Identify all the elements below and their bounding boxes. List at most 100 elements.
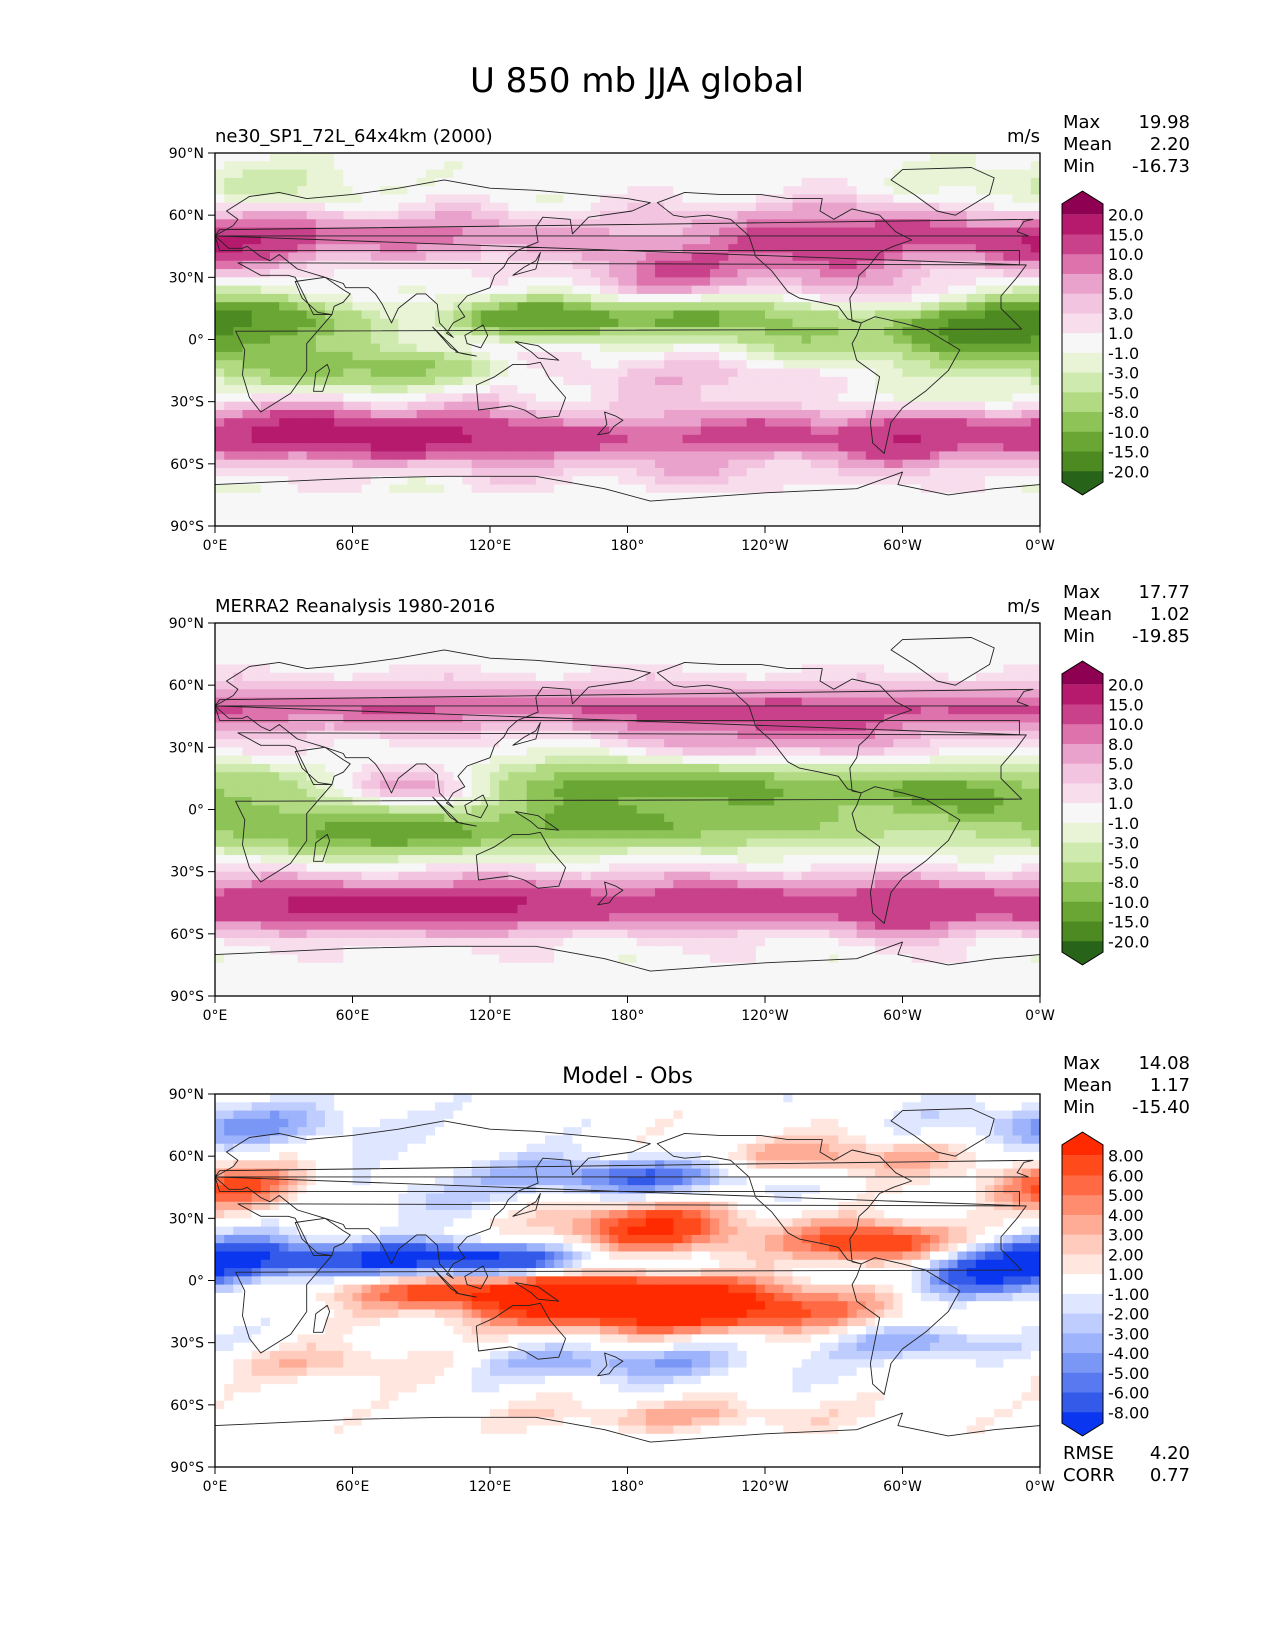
field-cell: [270, 269, 280, 278]
field-cell: [1021, 509, 1032, 519]
field-cell: [398, 368, 409, 378]
field-cell: [215, 318, 225, 328]
field-cell: [600, 360, 610, 370]
field-cell: [710, 360, 720, 370]
field-cell: [251, 426, 262, 436]
field-cell: [416, 194, 427, 204]
field-cell: [600, 451, 610, 461]
field-cell: [645, 194, 656, 204]
field-cell: [884, 368, 894, 378]
field-cell: [1030, 177, 1040, 187]
field-cell: [563, 409, 574, 419]
field-cell: [801, 484, 812, 494]
field-cell: [719, 517, 729, 526]
field-cell: [444, 467, 454, 477]
field-cell: [783, 252, 794, 262]
field-cell: [810, 656, 821, 666]
field-cell: [865, 368, 876, 378]
field-cell: [957, 335, 968, 345]
field-cell: [508, 426, 519, 436]
field-cell: [801, 360, 812, 370]
field-cell: [847, 656, 858, 666]
field-cell: [948, 443, 959, 452]
field-cell: [765, 623, 775, 632]
field-cell: [930, 285, 940, 295]
field-cell: [939, 310, 949, 320]
field-cell: [682, 244, 693, 254]
field-cell: [765, 697, 775, 707]
field-cell: [1003, 656, 1014, 666]
field-cell: [572, 664, 583, 674]
field-cell: [462, 672, 473, 682]
field-cell: [783, 310, 794, 320]
field-cell: [590, 202, 601, 212]
field-cell: [224, 277, 234, 287]
field-cell: [343, 501, 354, 511]
field-cell: [370, 418, 381, 428]
field-cell: [755, 509, 766, 519]
field-cell: [343, 689, 354, 699]
field-cell: [627, 219, 638, 229]
field-cell: [270, 153, 280, 162]
field-cell: [462, 360, 473, 370]
field-cell: [325, 360, 335, 370]
field-cell: [343, 293, 354, 303]
field-cell: [884, 219, 894, 229]
field-cell: [380, 517, 390, 526]
field-cell: [609, 318, 619, 328]
field-cell: [242, 501, 253, 511]
field-cell: [865, 343, 876, 353]
field-cell: [746, 285, 757, 295]
field-cell: [957, 451, 968, 461]
field-cell: [939, 302, 949, 312]
field-cell: [279, 302, 289, 312]
field-cell: [801, 409, 812, 419]
field-cell: [499, 194, 509, 204]
field-cell: [306, 343, 317, 353]
field-cell: [526, 277, 537, 287]
field-cell: [820, 169, 830, 179]
field-cell: [774, 293, 784, 303]
field-cell: [939, 672, 949, 682]
field-cell: [975, 443, 986, 452]
field-cell: [480, 194, 491, 204]
field-cell: [801, 343, 812, 353]
field-cell: [664, 194, 674, 204]
field-cell: [957, 385, 968, 394]
field-cell: [297, 202, 308, 212]
field-cell: [545, 623, 555, 632]
field-cell: [572, 451, 583, 461]
field-cell: [875, 409, 885, 419]
field-cell: [315, 285, 326, 295]
field-cell: [480, 351, 491, 361]
field-cell: [279, 418, 289, 428]
field-cell: [361, 252, 372, 262]
field-cell: [774, 426, 784, 436]
field-cell: [361, 368, 372, 378]
field-cell: [590, 269, 601, 278]
field-cell: [911, 467, 922, 477]
field-cell: [306, 310, 317, 320]
field-cell: [554, 697, 564, 707]
field-cell: [545, 202, 555, 212]
field-cell: [664, 153, 674, 162]
field-cell: [645, 260, 656, 270]
field-cell: [499, 235, 509, 245]
field-cell: [526, 647, 537, 657]
field-cell: [609, 401, 619, 411]
field-cell: [407, 376, 418, 386]
field-cell: [746, 647, 757, 657]
field-cell: [581, 451, 592, 461]
field-cell: [985, 623, 995, 632]
field-cell: [572, 153, 583, 162]
field-cell: [820, 219, 830, 229]
field-cell: [480, 177, 491, 187]
field-cell: [829, 623, 839, 632]
field-cell: [526, 426, 537, 436]
field-cell: [334, 177, 344, 187]
field-cell: [563, 501, 574, 511]
field-cell: [389, 426, 399, 436]
field-cell: [627, 443, 638, 452]
field-cell: [985, 509, 995, 519]
field-cell: [370, 310, 381, 320]
